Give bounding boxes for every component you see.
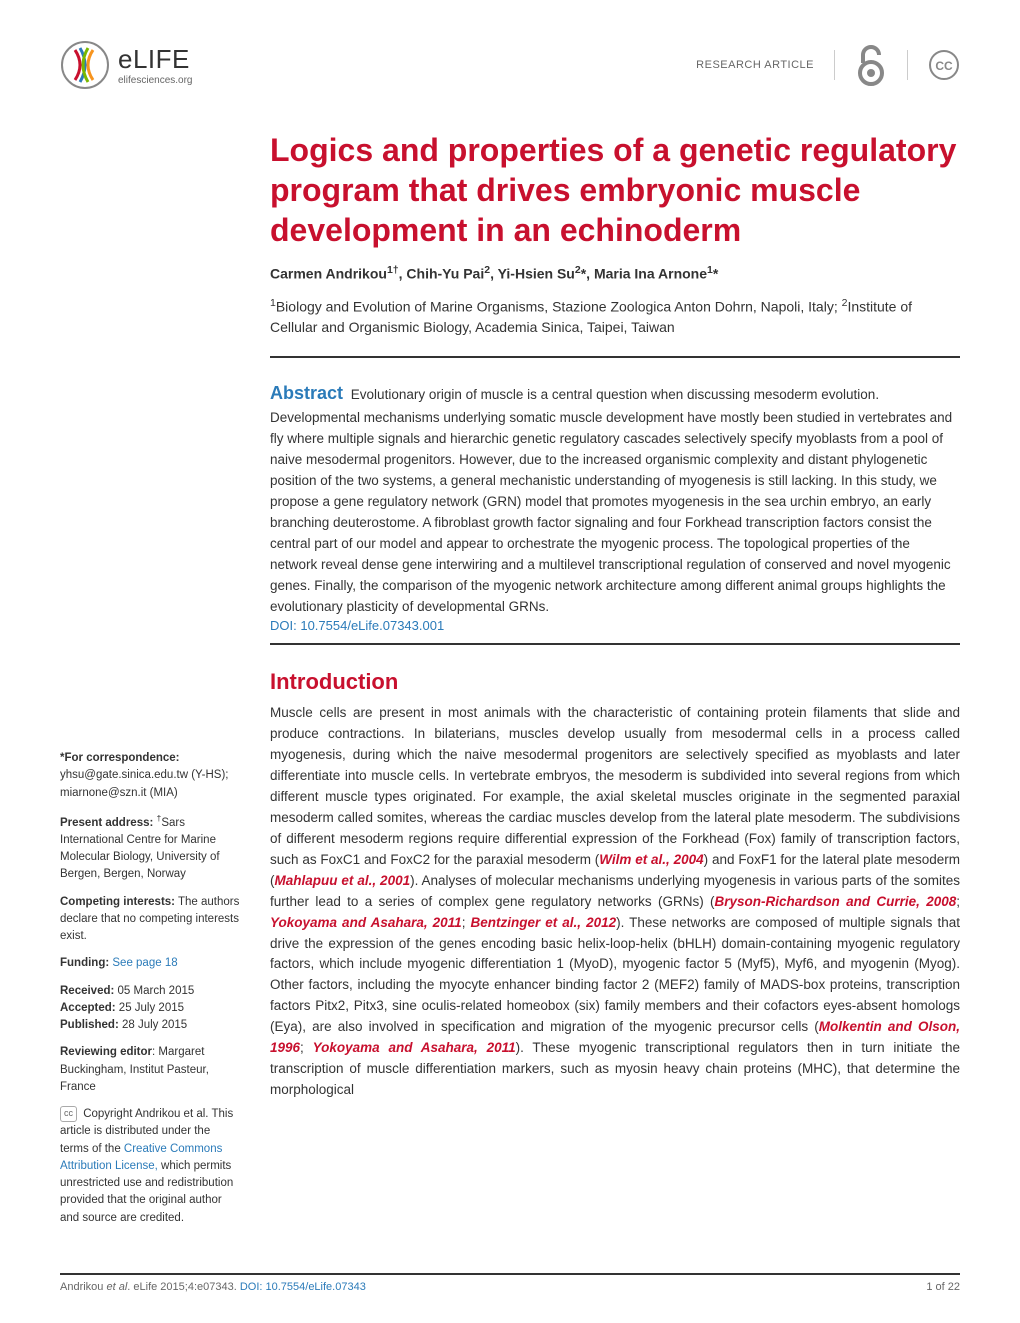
reviewing-label: Reviewing editor [60,1046,152,1058]
present-address-label: Present address: [60,817,153,829]
funding-link[interactable]: See page 18 [109,957,177,969]
sidebar-top-spacer [60,130,240,750]
competing-label: Competing interests: [60,896,175,908]
header-right: RESEARCH ARTICLE CC [696,43,960,87]
divider-rule [270,356,960,358]
journal-logo-block: eLIFE elifesciences.org [60,40,192,90]
divider-rule [270,643,960,645]
introduction-heading: Introduction [270,669,960,695]
competing-interests-block: Competing interests: The authors declare… [60,894,240,946]
footer-doi: DOI: 10.7554/eLife.07343 [240,1281,366,1293]
abstract-label: Abstract [270,383,343,403]
published-value: 28 July 2015 [119,1019,187,1031]
author-list: Carmen Andrikou1†, Chih-Yu Pai2, Yi-Hsie… [270,264,960,282]
page-header: eLIFE elifesciences.org RESEARCH ARTICLE… [60,40,960,90]
reviewing-editor-block: Reviewing editor: Margaret Buckingham, I… [60,1044,240,1096]
sidebar-column: *For correspondence: yhsu@gate.sinica.ed… [60,130,240,1237]
main-column: Logics and properties of a genetic regul… [270,130,960,1237]
journal-url: elifesciences.org [118,75,192,86]
received-value: 05 March 2015 [114,985,194,997]
abstract-paragraph: Abstract Evolutionary origin of muscle i… [270,380,960,617]
page-footer: Andrikou et al. eLife 2015;4:e07343. DOI… [60,1273,960,1293]
article-title: Logics and properties of a genetic regul… [270,130,960,250]
published-label: Published: [60,1019,119,1031]
correspondence-block: *For correspondence: yhsu@gate.sinica.ed… [60,750,240,802]
footer-citation-post: . eLife 2015;4:e07343. [127,1281,240,1293]
funding-block: Funding: See page 18 [60,955,240,972]
open-access-icon [855,43,887,87]
abstract-doi-link[interactable]: DOI: 10.7554/eLife.07343.001 [270,618,444,633]
vertical-divider [907,50,908,80]
elife-logo-icon [60,40,110,90]
dates-block: Received: 05 March 2015 Accepted: 25 Jul… [60,983,240,1035]
svg-text:CC: CC [935,59,953,73]
correspondence-text: yhsu@gate.sinica.edu.tw (Y-HS); miarnone… [60,769,229,798]
vertical-divider [834,50,835,80]
logo-text-block: eLIFE elifesciences.org [118,44,192,86]
abstract-block: Abstract Evolutionary origin of muscle i… [270,380,960,635]
footer-citation: Andrikou et al. eLife 2015;4:e07343. DOI… [60,1281,366,1293]
abstract-text: Evolutionary origin of muscle is a centr… [270,387,952,613]
copyright-block: cc Copyright Andrikou et al. This articl… [60,1106,240,1227]
accepted-label: Accepted: [60,1002,116,1014]
journal-name: eLIFE [118,44,192,75]
cc-license-icon: CC [928,49,960,81]
received-label: Received: [60,985,114,997]
funding-label: Funding: [60,957,109,969]
correspondence-label: *For correspondence: [60,752,180,764]
accepted-value: 25 July 2015 [116,1002,184,1014]
cc-badge-icon: cc [60,1106,77,1122]
article-type-label: RESEARCH ARTICLE [696,59,814,71]
footer-citation-pre: Andrikou [60,1281,106,1293]
present-address-block: Present address: †Sars International Cen… [60,812,240,884]
affiliations: 1Biology and Evolution of Marine Organis… [270,296,960,339]
introduction-body: Muscle cells are present in most animals… [270,703,960,1101]
footer-citation-em: et al [106,1281,127,1293]
page-number: 1 of 22 [926,1281,960,1293]
